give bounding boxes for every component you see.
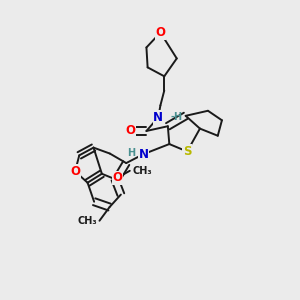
Text: O: O (112, 171, 122, 184)
Text: CH₃: CH₃ (132, 166, 152, 176)
Text: O: O (155, 26, 165, 39)
Text: S: S (183, 145, 191, 158)
Text: -H: -H (170, 112, 182, 122)
Text: N: N (153, 111, 163, 124)
Text: O: O (70, 165, 80, 178)
Text: CH₃: CH₃ (77, 216, 97, 226)
Text: O: O (126, 124, 136, 137)
Text: N: N (139, 148, 148, 161)
Text: H: H (127, 148, 135, 158)
